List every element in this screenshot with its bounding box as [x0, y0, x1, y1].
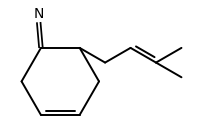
Text: N: N: [33, 7, 44, 21]
